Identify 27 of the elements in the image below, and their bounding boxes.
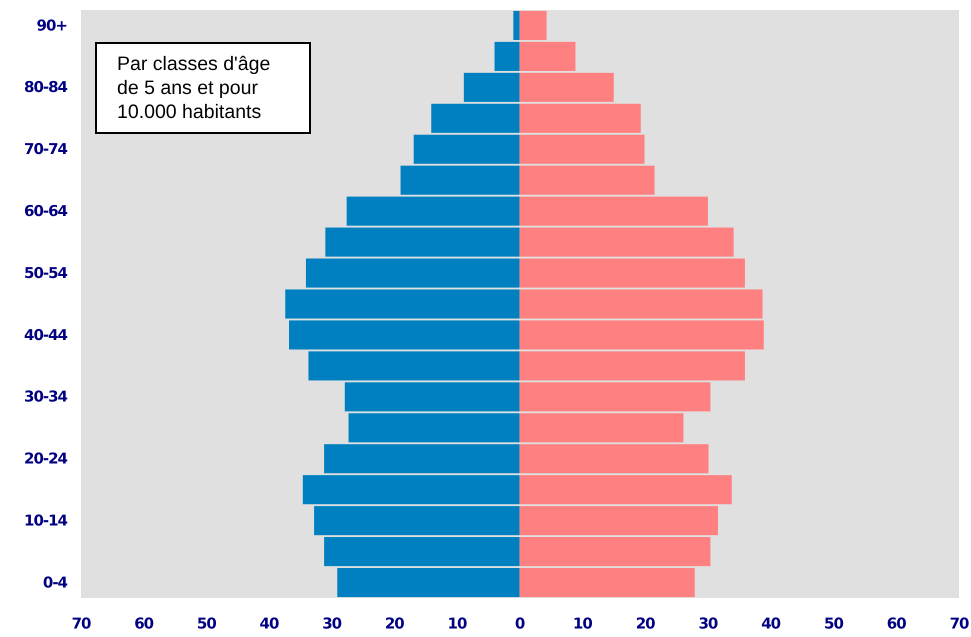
y-tick-label: 10-14 [24,511,68,530]
x-tick-label: 70 [950,614,969,633]
x-tick-label: 70 [72,614,91,633]
y-tick-label: 60-64 [24,202,68,220]
x-tick-label: 0 [514,614,525,633]
x-tick-label: 10 [448,614,467,633]
text-box: Par classes d'âge de 5 ans et pour 10.000 habitants [95,42,311,134]
x-tick-label: 50 [196,614,216,633]
x-tick-label: 10 [572,614,592,633]
x-tick-label: 40 [260,614,279,633]
y-tick-label: 90+ [36,16,67,34]
x-tick-label: 40 [761,614,781,633]
x-tick-label: 30 [322,614,342,633]
y-tick-label: 70-74 [24,140,68,158]
x-tick-label: 60 [886,614,906,633]
y-tick-label: 30-34 [24,388,68,406]
x-tick-label: 20 [384,614,404,633]
x-tick-label: 20 [636,614,656,633]
y-tick-label: 0-4 [42,573,68,592]
x-tick-label: 50 [824,614,844,633]
bar [513,10,520,40]
y-tick-label: 40-44 [24,326,68,344]
x-tick-label: 30 [698,614,718,633]
x-tick-label: 60 [134,614,154,633]
y-tick-label: 20-24 [24,450,68,468]
y-tick-label: 50-54 [24,264,68,282]
y-tick-label: 80-84 [24,78,68,96]
